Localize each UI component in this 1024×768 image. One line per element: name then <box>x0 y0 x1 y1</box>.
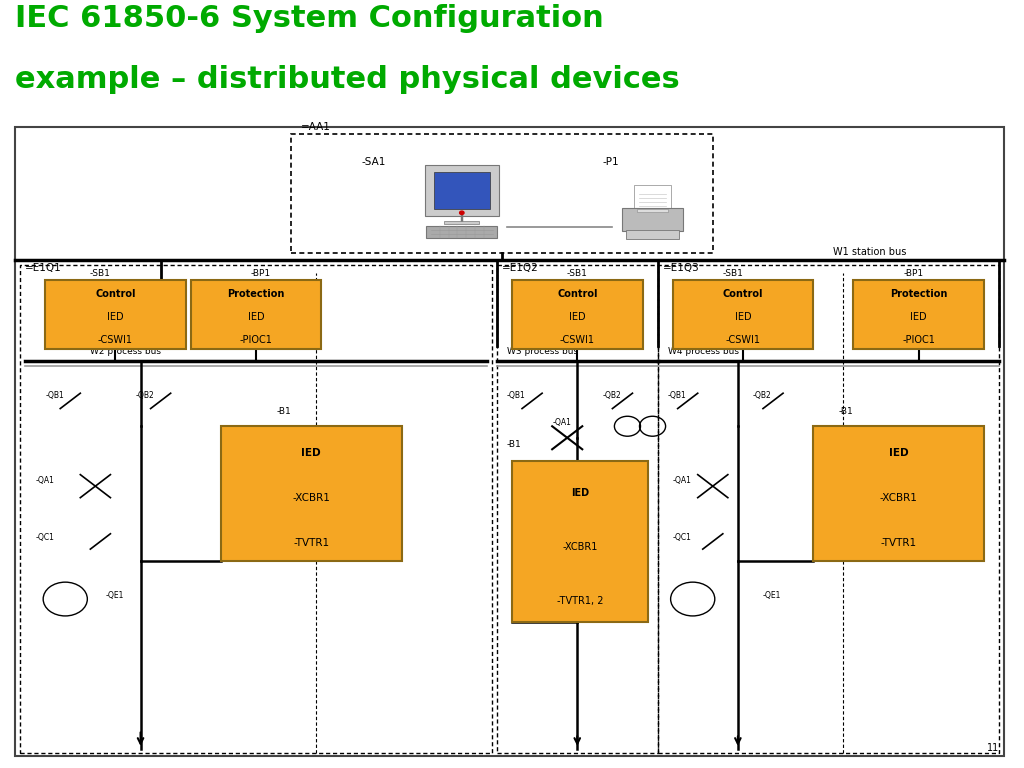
Text: Protection: Protection <box>227 289 285 300</box>
Text: W2 process bus: W2 process bus <box>90 347 162 356</box>
Bar <box>627 230 679 239</box>
Text: -P1: -P1 <box>602 157 618 167</box>
Bar <box>20 265 492 753</box>
Text: Protection: Protection <box>890 289 947 300</box>
Text: =AA1: =AA1 <box>301 122 331 132</box>
Text: Control: Control <box>723 289 763 300</box>
Text: -TVTR1, 2: -TVTR1, 2 <box>556 595 603 606</box>
Text: -QC1: -QC1 <box>35 533 54 542</box>
Text: -QC1: -QC1 <box>673 533 691 542</box>
Text: IED: IED <box>734 312 752 323</box>
Text: -B1: -B1 <box>276 407 291 416</box>
Bar <box>291 134 713 253</box>
Text: -XCBR1: -XCBR1 <box>880 493 918 503</box>
Text: IED: IED <box>570 488 589 498</box>
Text: =E1Q3: =E1Q3 <box>663 263 699 273</box>
Text: -QE1: -QE1 <box>763 591 781 600</box>
Text: IED: IED <box>301 448 322 458</box>
Text: -QB2: -QB2 <box>602 391 622 400</box>
Text: example – distributed physical devices: example – distributed physical devices <box>15 65 680 94</box>
Text: IED: IED <box>569 312 586 323</box>
Bar <box>497 265 657 753</box>
Text: -TVTR1: -TVTR1 <box>293 538 330 548</box>
Bar <box>425 165 499 216</box>
Text: -SB1: -SB1 <box>90 269 111 278</box>
Text: -B1: -B1 <box>839 407 853 416</box>
Circle shape <box>460 211 464 214</box>
Bar <box>634 185 672 211</box>
Text: -QA1: -QA1 <box>35 475 54 485</box>
Bar <box>221 426 401 561</box>
Text: -CSWI1: -CSWI1 <box>725 335 761 346</box>
Text: -QB1: -QB1 <box>507 391 525 400</box>
Text: -QB1: -QB1 <box>668 391 686 400</box>
Text: -QB2: -QB2 <box>135 391 155 400</box>
Text: -PIOC1: -PIOC1 <box>902 335 935 346</box>
Text: -QB2: -QB2 <box>753 391 772 400</box>
Text: -PIOC1: -PIOC1 <box>240 335 272 346</box>
Text: 11: 11 <box>987 743 998 753</box>
Text: IED: IED <box>889 448 908 458</box>
Text: Control: Control <box>557 289 598 300</box>
Bar <box>512 461 647 622</box>
Text: -BP1: -BP1 <box>251 269 271 278</box>
Bar <box>853 280 984 349</box>
Bar <box>638 209 668 213</box>
Text: -QE1: -QE1 <box>105 591 124 600</box>
Text: Control: Control <box>95 289 136 300</box>
Bar <box>433 171 490 209</box>
Text: IEC 61850-6 System Configuration: IEC 61850-6 System Configuration <box>15 4 604 33</box>
Text: IED: IED <box>248 312 264 323</box>
Text: -QB1: -QB1 <box>45 391 63 400</box>
Bar <box>15 127 1004 756</box>
Text: -SB1: -SB1 <box>567 269 588 278</box>
Text: -QA1: -QA1 <box>673 475 691 485</box>
Text: -CSWI1: -CSWI1 <box>98 335 133 346</box>
Text: -TVTR1: -TVTR1 <box>881 538 916 548</box>
Text: =E1Q2: =E1Q2 <box>502 263 539 273</box>
Bar <box>45 280 185 349</box>
Text: W1 station bus: W1 station bus <box>834 247 906 257</box>
Text: -SA1: -SA1 <box>361 157 386 167</box>
Text: -BP1: -BP1 <box>903 269 924 278</box>
Text: =E1Q1: =E1Q1 <box>26 263 61 273</box>
Bar <box>673 280 813 349</box>
Text: -XCBR1: -XCBR1 <box>562 541 597 552</box>
Text: -CSWI1: -CSWI1 <box>560 335 595 346</box>
Bar <box>657 265 998 753</box>
Text: IED: IED <box>108 312 124 323</box>
Bar <box>426 226 497 238</box>
Bar <box>813 426 984 561</box>
Text: -B1: -B1 <box>507 440 522 449</box>
Bar <box>444 221 479 224</box>
Bar <box>190 280 322 349</box>
Text: -XCBR1: -XCBR1 <box>292 493 330 503</box>
Bar <box>512 280 642 349</box>
Text: W4 process bus: W4 process bus <box>668 347 738 356</box>
Text: W3 process bus: W3 process bus <box>507 347 579 356</box>
Text: IED: IED <box>910 312 927 323</box>
Text: -SB1: -SB1 <box>722 269 743 278</box>
Text: -QA1: -QA1 <box>552 418 571 427</box>
Bar <box>623 208 683 231</box>
